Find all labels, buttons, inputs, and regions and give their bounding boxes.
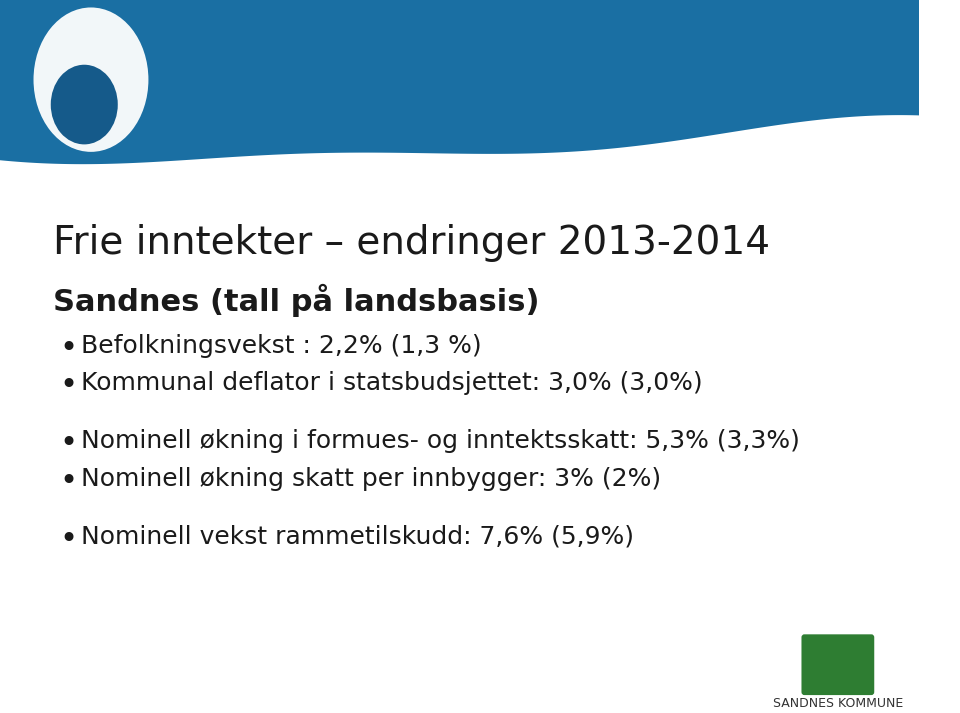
Text: •: • <box>60 371 78 401</box>
Text: Frie inntekter – endringer 2013-2014: Frie inntekter – endringer 2013-2014 <box>53 224 770 262</box>
Text: •: • <box>60 525 78 554</box>
Text: Nominell vekst rammetilskudd: 7,6% (5,9%): Nominell vekst rammetilskudd: 7,6% (5,9%… <box>82 525 635 549</box>
Ellipse shape <box>34 7 149 152</box>
FancyBboxPatch shape <box>0 0 920 174</box>
Ellipse shape <box>51 65 118 145</box>
Text: SANDNES KOMMUNE: SANDNES KOMMUNE <box>773 697 903 710</box>
Text: •: • <box>60 467 78 496</box>
Text: Sandnes (tall på landsbasis): Sandnes (tall på landsbasis) <box>53 284 540 317</box>
Text: Befolkningsvekst : 2,2% (1,3 %): Befolkningsvekst : 2,2% (1,3 %) <box>82 334 482 358</box>
FancyBboxPatch shape <box>802 635 875 695</box>
Text: Kommunal deflator i statsbudsjettet: 3,0% (3,0%): Kommunal deflator i statsbudsjettet: 3,0… <box>82 371 703 396</box>
Text: •: • <box>60 334 78 363</box>
Text: Nominell økning i formues- og inntektsskatt: 5,3% (3,3%): Nominell økning i formues- og inntektssk… <box>82 429 801 453</box>
Text: Nominell økning skatt per innbygger: 3% (2%): Nominell økning skatt per innbygger: 3% … <box>82 467 661 491</box>
Polygon shape <box>0 115 920 710</box>
Text: •: • <box>60 429 78 458</box>
